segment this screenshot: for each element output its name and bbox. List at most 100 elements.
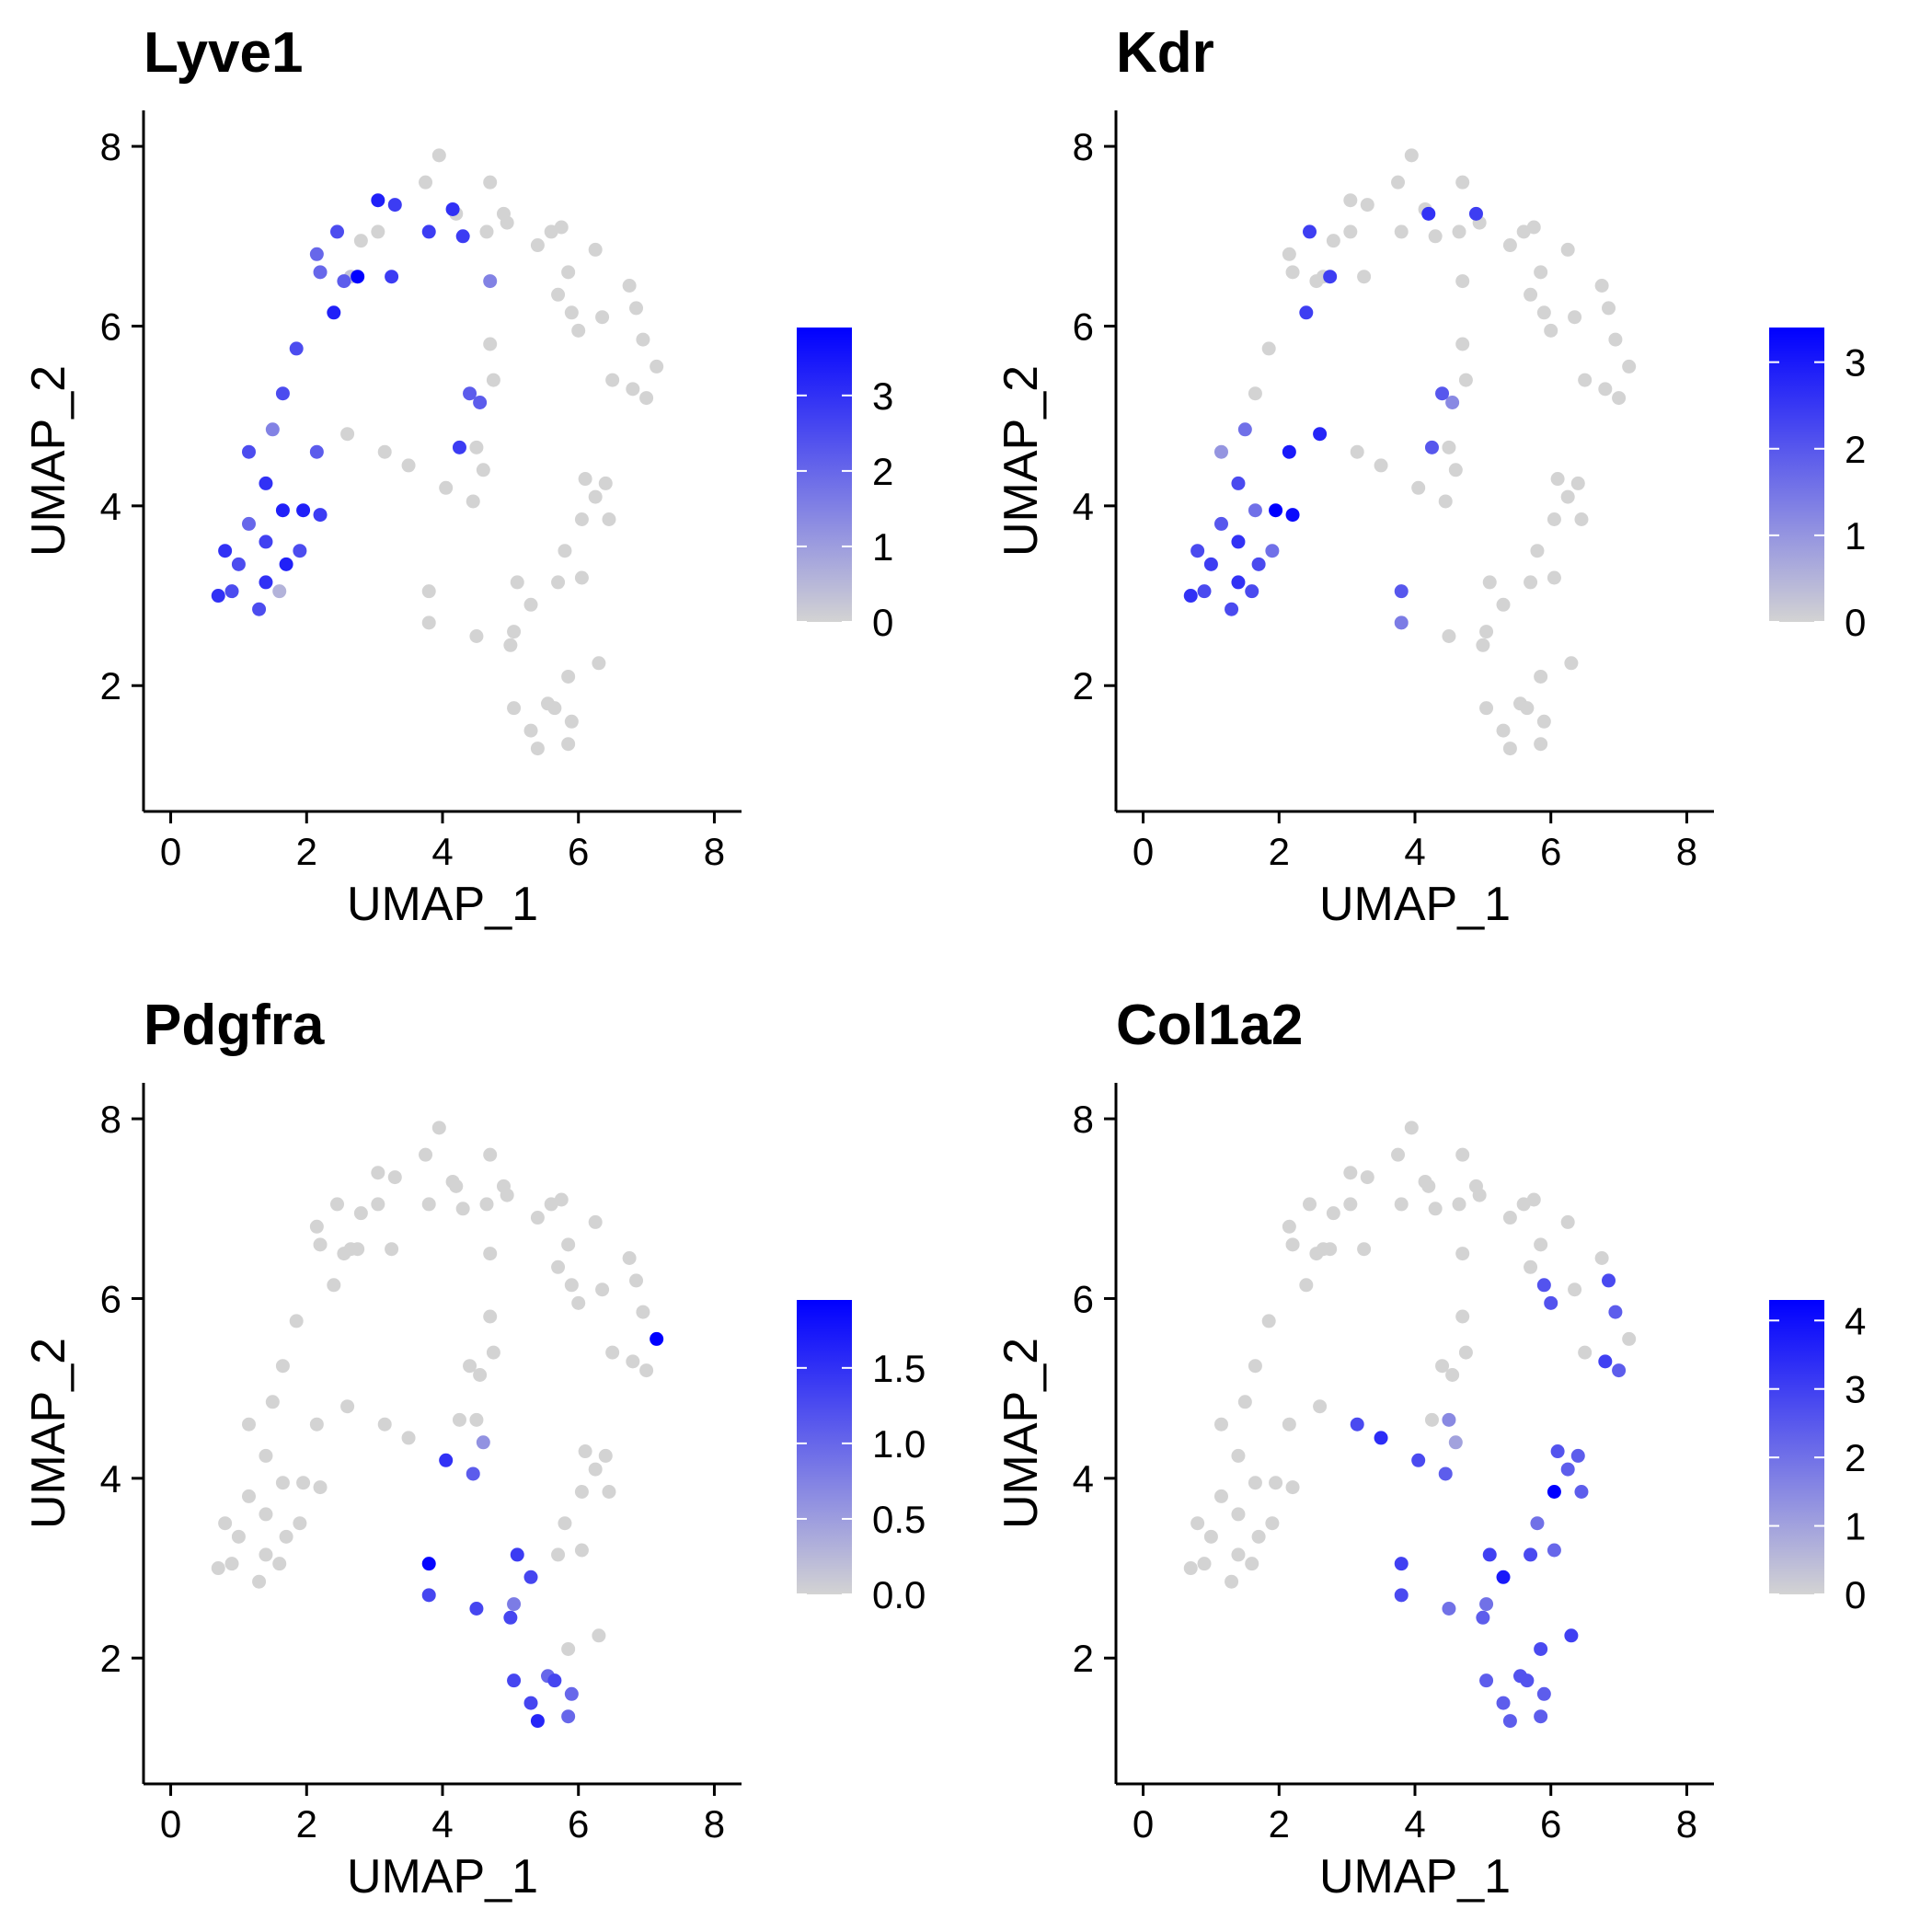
cell-point [1524,1547,1538,1562]
cell-point [439,480,454,495]
cell-point [523,723,538,738]
cell-point [1520,1673,1535,1688]
cell-point [1612,391,1627,406]
cell-point [1524,287,1538,302]
cell-point [371,1197,385,1212]
cell-point [1445,396,1460,409]
cell-point [1360,1170,1374,1185]
cell-point [561,1237,576,1252]
cell-point [486,1345,500,1360]
points-layer [211,1121,664,1729]
panel-title: Lyve1 [144,21,304,85]
y-tick-label: 8 [100,1098,121,1141]
colorbar-tick-label: 3 [872,374,893,418]
cell-point [224,1557,239,1571]
cell-point [421,584,436,599]
colorbar-tick-label: 3 [1845,1368,1866,1411]
cell-point [309,1219,324,1234]
cell-point [449,1179,464,1193]
cell-point [1442,1602,1456,1616]
cell-point [296,1476,311,1490]
cell-point [1574,1485,1589,1499]
cell-point [309,247,324,261]
cell-point [1438,494,1453,509]
panel-title: Kdr [1116,21,1214,85]
cell-point [1343,1197,1358,1212]
cell-point [483,1147,498,1162]
cell-point [574,1485,589,1499]
cell-point [1313,427,1328,442]
cell-point [1269,503,1283,518]
cell-point [1411,480,1426,495]
cell-point [1520,701,1535,716]
cell-point [1534,1641,1548,1656]
cell-point [530,238,545,253]
cell-point [241,1489,256,1503]
x-tick-label: 0 [1133,830,1154,873]
cell-point [241,516,256,531]
cell-point [1502,1714,1517,1729]
cell-point [224,584,239,599]
cell-point [479,1197,494,1212]
x-tick-label: 2 [296,830,317,873]
cell-point [1472,1188,1487,1202]
cell-point [1547,570,1561,585]
cell-point [1496,597,1511,612]
cell-point [1602,301,1616,316]
cell-point [309,1417,324,1432]
cell-point [351,1242,365,1257]
cell-point [1326,234,1340,248]
cell-point [293,544,307,558]
cell-point [1282,247,1296,261]
cell-point [588,242,603,257]
cell-point [1374,1431,1388,1445]
cell-point [1343,1166,1358,1180]
cell-point [1248,1359,1262,1374]
cell-point [1203,1529,1218,1544]
cell-point [476,463,490,477]
cell-point [293,1516,307,1531]
cell-point [431,148,446,163]
cell-point [473,396,488,409]
cell-point [211,589,225,604]
colorbar-tick-label: 2 [872,450,893,493]
cell-point [1530,1516,1545,1531]
x-axis-label: UMAP_1 [347,1850,538,1903]
cell-point [483,337,498,351]
cell-point [1350,444,1364,459]
cell-point [1547,1543,1561,1558]
cell-point [1598,382,1613,397]
cell-point [1374,458,1388,473]
colorbar-tick-label: 2 [1845,1436,1866,1479]
cell-point [1285,508,1300,523]
panel-lyve1: Lyve1 0 2 4 6 8 2 4 6 8 UMAP_1 UMAP_2 0 1 2 3 [22,21,893,931]
cell-point [385,270,399,284]
cell-point [1530,544,1545,558]
colorbar-tick-label: 0.0 [872,1573,926,1616]
cell-point [1285,1237,1300,1252]
cell-point [622,279,637,293]
cell-point [1442,629,1456,643]
cell-point [605,1345,620,1360]
cell-point [1245,1557,1259,1571]
cell-point [500,215,514,230]
y-tick-label: 8 [1073,125,1094,168]
cell-point [1452,224,1466,239]
cell-point [1560,1214,1575,1229]
cell-point [1424,1412,1439,1427]
cell-point [1448,463,1463,477]
cell-point [476,1435,490,1450]
x-tick-label: 4 [1404,830,1425,873]
colorbar-tick-label: 0.5 [872,1498,926,1541]
cell-point [1245,584,1259,599]
y-axis-label: UMAP_2 [995,1338,1048,1529]
cell-point [622,1251,637,1265]
cell-point [1608,1305,1623,1319]
cell-point [421,1557,436,1571]
cell-point [469,440,484,454]
cell-point [1564,1628,1579,1643]
cell-point [602,512,616,526]
cell-point [1282,1219,1296,1234]
cell-point [1526,1192,1541,1207]
cell-point [259,535,273,549]
